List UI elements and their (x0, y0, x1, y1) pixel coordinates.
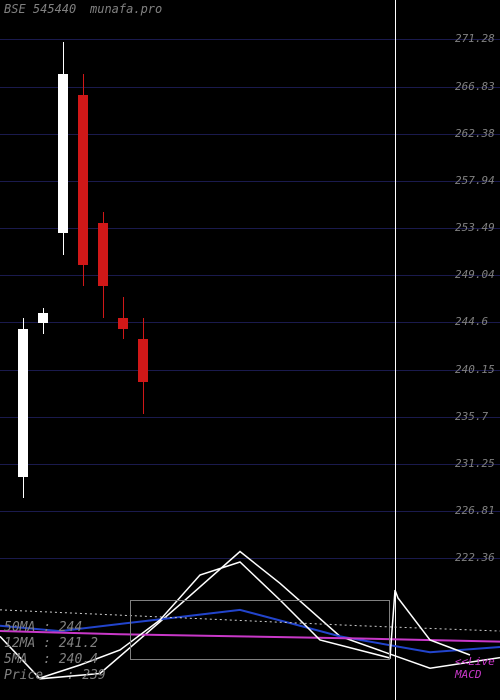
chart-title-source: munafa.pro (90, 2, 162, 16)
y-axis-label: 257.94 (455, 174, 495, 187)
gridline (0, 228, 500, 229)
macd-box (130, 600, 390, 660)
gridline (0, 87, 500, 88)
y-axis-label: 235.7 (455, 410, 488, 423)
y-axis-label: 244.6 (455, 315, 488, 328)
candle-body (58, 74, 68, 233)
candle-body (38, 313, 48, 324)
chart-title-symbol: BSE 545440 (4, 2, 76, 16)
candle-body (18, 329, 28, 477)
y-axis-label: 266.83 (455, 80, 495, 93)
gridline (0, 370, 500, 371)
y-axis-label: 253.49 (455, 221, 495, 234)
gridline (0, 558, 500, 559)
y-axis-label: 271.28 (455, 32, 495, 45)
gridline (0, 322, 500, 323)
candlestick-chart: 271.28 266.83 262.38 257.94 253.49 249.04 244.… (0, 0, 500, 700)
info-line: Price : 239 (4, 668, 106, 683)
gridline (0, 511, 500, 512)
y-axis-label: 249.04 (455, 268, 495, 281)
candle-body (138, 339, 148, 381)
y-axis-label: 231.25 (455, 457, 495, 470)
info-line: 5MA : 240.4 (4, 652, 98, 667)
info-line: 12MA : 241.2 (4, 636, 98, 651)
gridline (0, 39, 500, 40)
candle-body (118, 318, 128, 329)
y-axis-label: 240.15 (455, 363, 495, 376)
gridline (0, 417, 500, 418)
y-axis-label: 226.81 (455, 504, 495, 517)
y-axis-label: 222.36 (455, 551, 495, 564)
overlay-svg (0, 0, 500, 700)
gridline (0, 134, 500, 135)
cursor-line (395, 0, 396, 700)
gridline (0, 181, 500, 182)
y-axis-label: 262.38 (455, 127, 495, 140)
gridline (0, 275, 500, 276)
candle-body (78, 95, 88, 265)
candle-body (98, 223, 108, 287)
info-line: 50MA : 244 (4, 620, 82, 635)
macd-label: <<Live MACD (455, 655, 495, 681)
gridline (0, 464, 500, 465)
